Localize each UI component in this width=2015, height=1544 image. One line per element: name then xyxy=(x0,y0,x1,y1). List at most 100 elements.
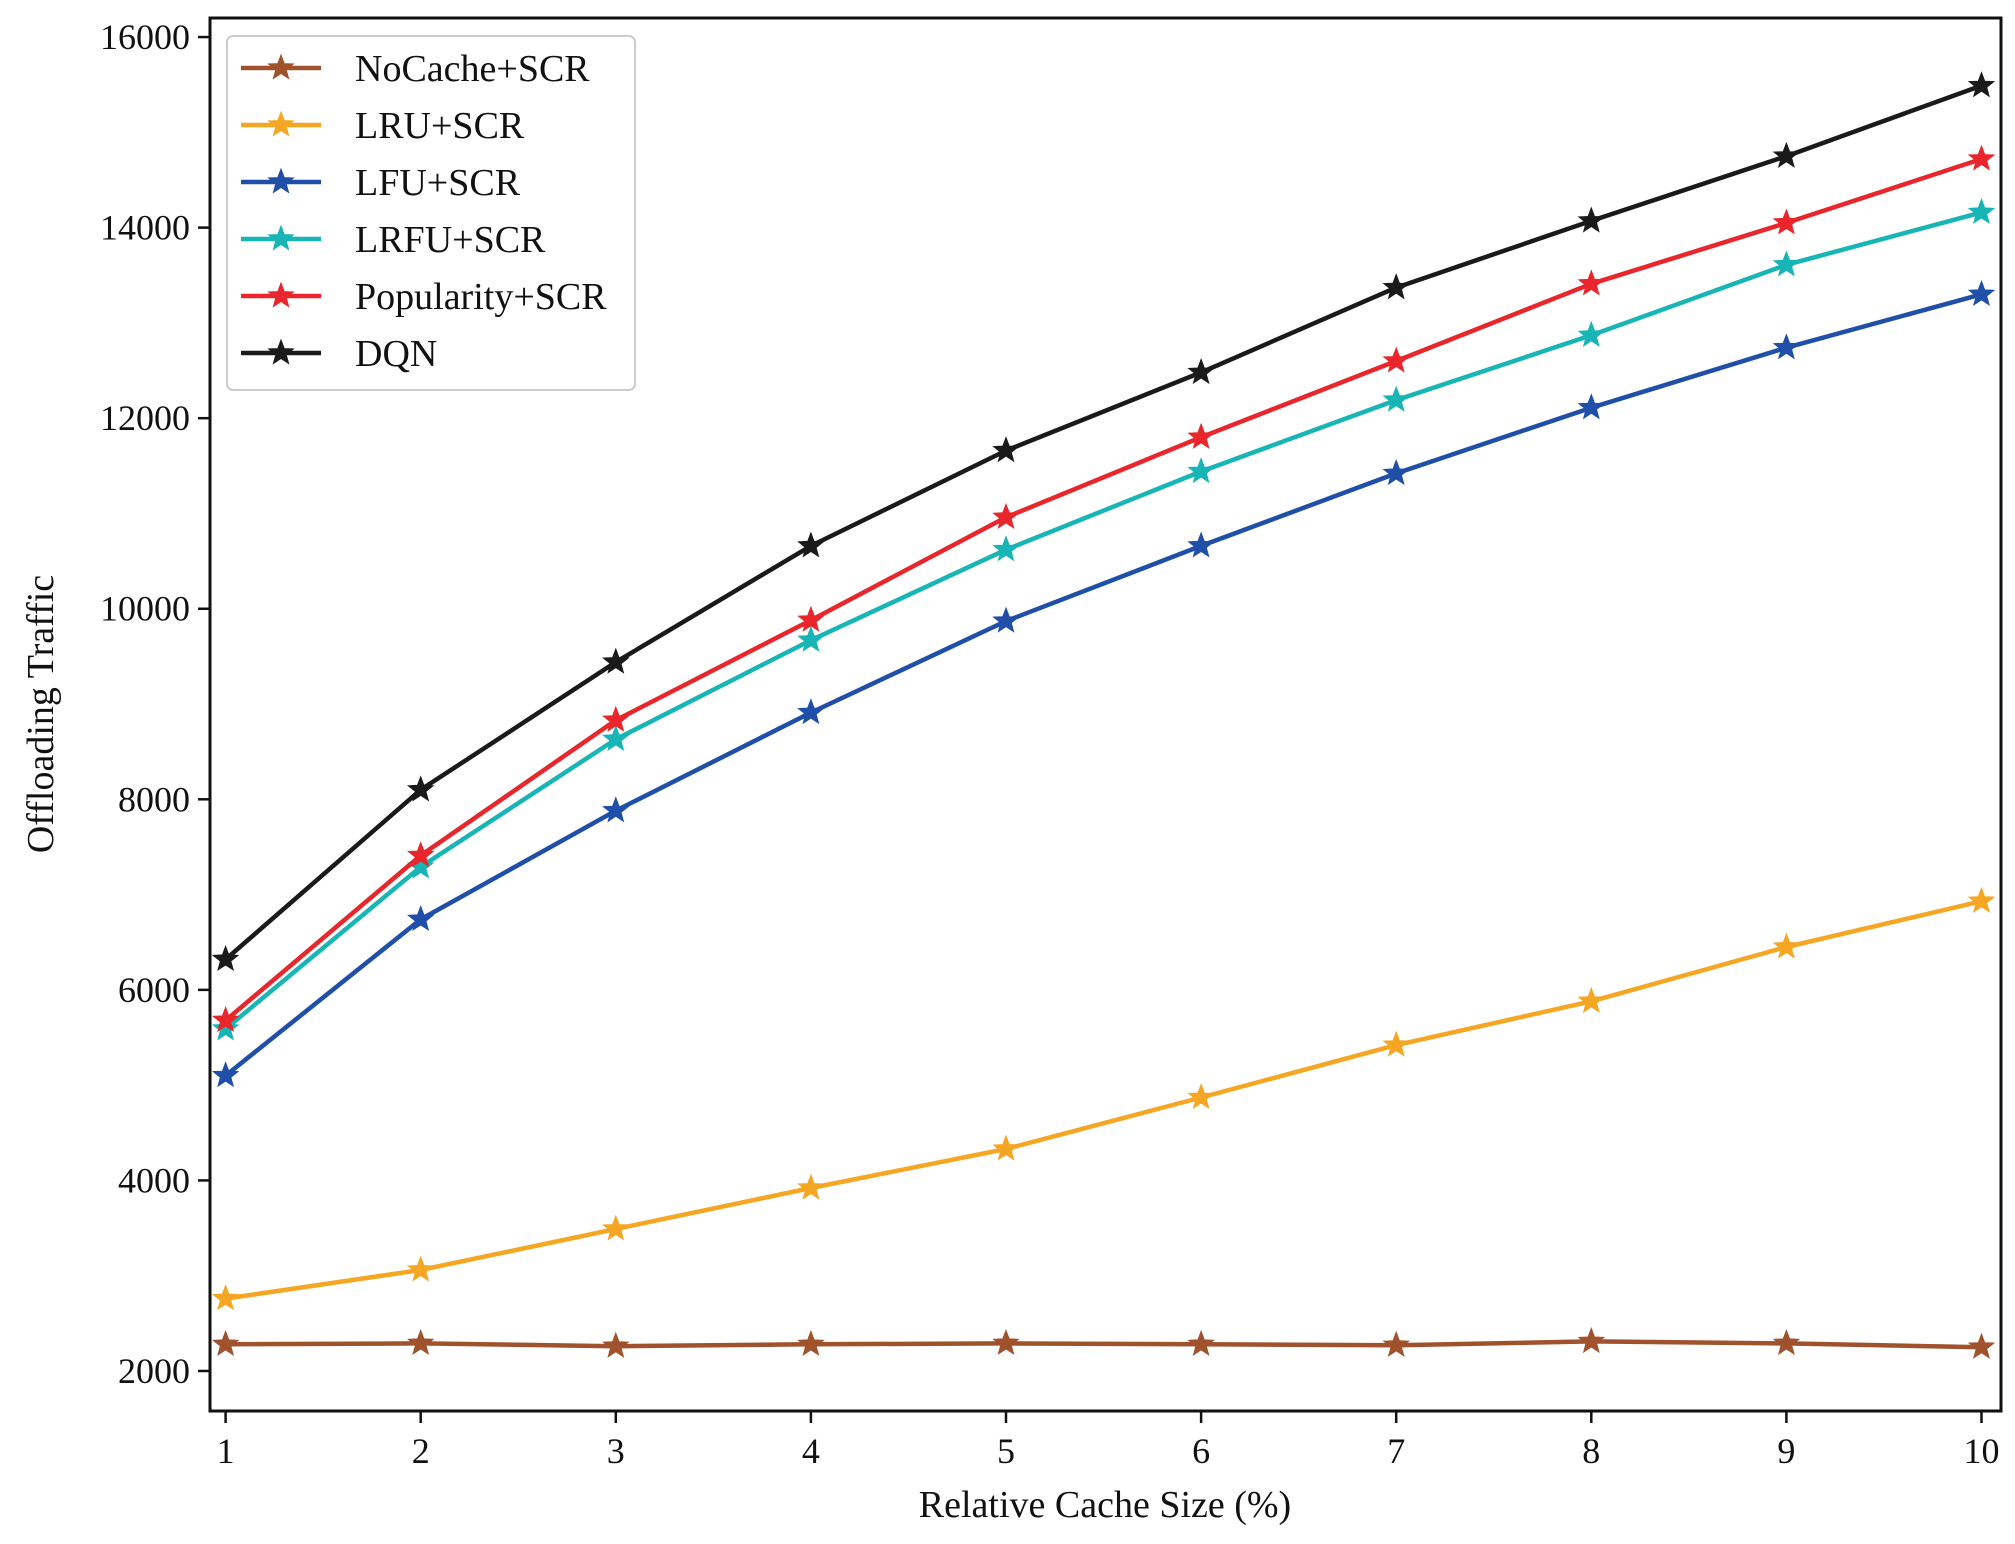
x-tick-label: 9 xyxy=(1777,1431,1795,1471)
legend-entry: DQN xyxy=(241,333,437,375)
x-tick-label: 4 xyxy=(802,1431,820,1471)
data-point-star xyxy=(1187,357,1215,385)
data-point-star xyxy=(211,1061,240,1088)
y-tick-label: 12000 xyxy=(100,398,190,438)
data-point-star xyxy=(211,1005,240,1033)
data-point-star xyxy=(1577,1326,1606,1354)
legend-entry: LRFU+SCR xyxy=(241,219,546,261)
data-point-star xyxy=(1187,457,1215,484)
y-axis-label: Offloading Traffic xyxy=(20,575,62,853)
legend-label: LRU+SCR xyxy=(355,105,525,147)
data-point-star xyxy=(602,705,630,732)
legend-entry: LRU+SCR xyxy=(241,105,525,147)
data-point-star xyxy=(1382,346,1410,373)
data-point-star xyxy=(1577,320,1606,347)
data-point-star xyxy=(1382,1330,1410,1357)
series-line xyxy=(225,899,1983,1301)
data-point-star xyxy=(406,841,435,868)
legend-label: LRFU+SCR xyxy=(355,219,546,261)
series-line xyxy=(224,292,1983,1078)
x-tick-label: 7 xyxy=(1387,1431,1405,1471)
data-point-star xyxy=(992,502,1020,529)
plot-area-frame xyxy=(208,16,2003,1413)
data-point-star xyxy=(1577,206,1606,233)
legend-label: NoCache+SCR xyxy=(355,48,590,90)
data-point-star xyxy=(602,647,630,674)
data-point-star xyxy=(1382,273,1410,300)
y-axis: 2000 4000 6000 8000 10000 12000 14000 16000 xyxy=(100,17,210,1391)
data-point-star xyxy=(406,1255,435,1282)
data-point-star xyxy=(1382,458,1410,486)
legend-star-marker xyxy=(267,281,295,308)
data-point-star xyxy=(992,606,1020,633)
series-lru-scr xyxy=(211,886,1996,1311)
series-line xyxy=(224,210,1983,1031)
data-point-star xyxy=(602,1331,630,1358)
data-point-star xyxy=(1772,1328,1801,1356)
legend-entry: LFU+SCR xyxy=(241,162,521,204)
x-tick-label: 5 xyxy=(997,1431,1015,1471)
data-point-star xyxy=(797,698,825,725)
x-tick-label: 3 xyxy=(607,1431,625,1471)
legend-star-marker xyxy=(267,338,295,365)
legend-star-marker xyxy=(267,110,295,137)
data-point-star xyxy=(1772,333,1801,360)
x-tick-label: 6 xyxy=(1192,1431,1210,1471)
data-point-star xyxy=(1772,250,1801,277)
y-tick-label: 10000 xyxy=(100,589,190,629)
data-point-star xyxy=(1967,886,1996,913)
data-point-star xyxy=(602,1214,630,1241)
x-axis: 1 2 3 4 5 6 7 8 9 10 xyxy=(217,1411,1999,1471)
data-point-star xyxy=(797,625,825,652)
x-tick-label: 2 xyxy=(412,1431,430,1471)
data-point-star xyxy=(1187,1083,1215,1110)
legend-entry: Popularity+SCR xyxy=(241,276,607,318)
data-point-star xyxy=(797,1173,825,1200)
data-point-star xyxy=(992,535,1020,562)
y-tick-label: 4000 xyxy=(118,1160,190,1200)
legend-label: DQN xyxy=(355,333,437,375)
data-point-star xyxy=(211,944,240,972)
data-point-star xyxy=(1187,422,1215,449)
data-point-star xyxy=(1577,986,1606,1013)
data-point-star xyxy=(992,1328,1020,1356)
data-point-star xyxy=(602,724,630,751)
legend-star-marker xyxy=(267,53,295,80)
data-point-star xyxy=(1187,1329,1215,1356)
legend-entry: NoCache+SCR xyxy=(241,48,590,90)
data-point-star xyxy=(992,1134,1020,1161)
data-point-star xyxy=(602,796,630,823)
data-point-star xyxy=(1577,269,1606,296)
legend: NoCache+SCR LRU+SCR LFU+SCR LRFU+SCR Popular… xyxy=(226,35,636,391)
y-tick-label: 14000 xyxy=(100,208,190,248)
data-point-star xyxy=(1772,141,1801,168)
legend-label: Popularity+SCR xyxy=(355,276,607,318)
data-point-star xyxy=(1967,279,1996,306)
y-tick-label: 6000 xyxy=(118,970,190,1010)
series-lrfu-scr xyxy=(211,197,1996,1041)
legend-star-marker xyxy=(267,224,295,251)
series-line xyxy=(224,83,1983,962)
x-tick-label: 8 xyxy=(1582,1431,1600,1471)
data-point-star xyxy=(1967,144,1996,171)
data-point-star xyxy=(1382,1030,1410,1057)
series-layer xyxy=(211,71,1996,1359)
data-point-star xyxy=(797,1329,825,1356)
data-point-star xyxy=(211,1014,240,1041)
y-tick-label: 16000 xyxy=(100,17,190,57)
data-point-star xyxy=(406,775,435,802)
data-point-star xyxy=(992,436,1020,463)
y-tick-label: 2000 xyxy=(118,1351,190,1391)
y-tick-label: 8000 xyxy=(118,779,190,819)
series-nocache-scr xyxy=(211,1326,1996,1359)
x-tick-label: 10 xyxy=(1963,1431,1999,1471)
data-point-star xyxy=(211,1329,240,1356)
data-point-star xyxy=(1967,1332,1996,1359)
series-line xyxy=(224,156,1983,1023)
data-point-star xyxy=(1772,932,1801,959)
x-tick-label: 1 xyxy=(217,1431,235,1471)
series-dqn xyxy=(211,71,1996,972)
legend-box xyxy=(226,35,636,391)
